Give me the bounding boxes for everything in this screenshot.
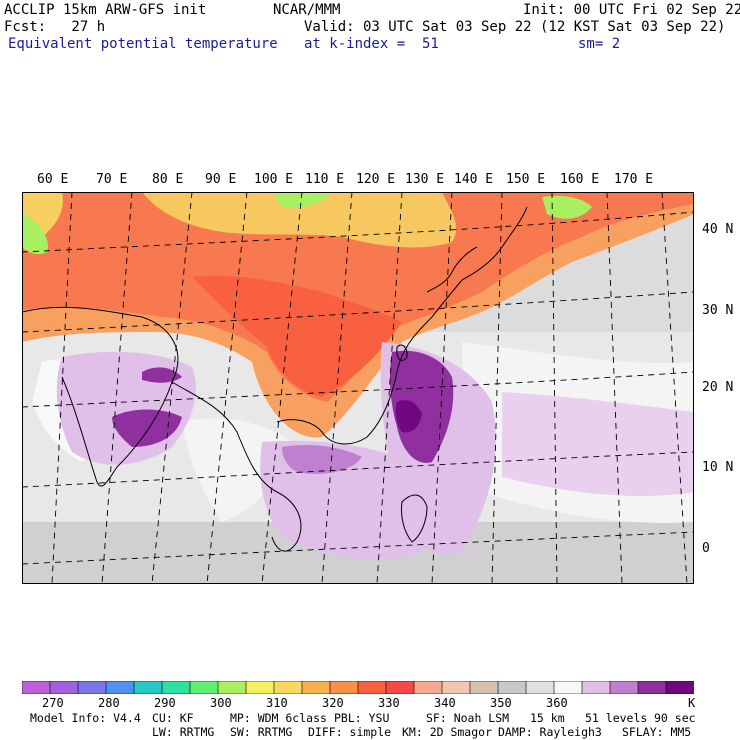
lon-label-140e: 140 E bbox=[454, 172, 494, 187]
lat-label-30n: 30 N bbox=[702, 303, 734, 318]
colorbar-tick-280: 280 bbox=[98, 696, 120, 710]
colorbar-swatch bbox=[301, 681, 331, 694]
bay-of-bengal-max bbox=[112, 409, 182, 447]
sw-scheme: SW: RRTMG bbox=[230, 725, 293, 739]
vertical-levels: 51 levels bbox=[585, 711, 648, 725]
lon-label-110e: 110 E bbox=[305, 172, 345, 187]
colorbar-tick-340: 340 bbox=[434, 696, 456, 710]
colorbar-swatch bbox=[441, 681, 471, 694]
colorbar-swatch bbox=[357, 681, 387, 694]
colorbar-swatch bbox=[553, 681, 583, 694]
theta-e-map bbox=[22, 192, 694, 584]
colorbar-swatch bbox=[189, 681, 219, 694]
level-label: at k-index = 51 bbox=[304, 36, 439, 52]
pbl-scheme: PBL: YSU bbox=[334, 711, 390, 725]
colorbar-swatch bbox=[385, 681, 415, 694]
typhoon-core bbox=[389, 350, 454, 463]
lon-label-150e: 150 E bbox=[506, 172, 546, 187]
colorbar-swatch bbox=[637, 681, 667, 694]
colorbar-unit: K bbox=[688, 696, 696, 710]
damp-scheme: DAMP: Rayleigh3 bbox=[498, 725, 602, 739]
colorbar-swatch bbox=[525, 681, 555, 694]
colorbar-tick-300: 300 bbox=[210, 696, 232, 710]
colorbar-tick-360: 360 bbox=[546, 696, 568, 710]
colorbar-swatch bbox=[245, 681, 275, 694]
colorbar-swatch bbox=[22, 681, 51, 694]
colorbar-swatch bbox=[581, 681, 611, 694]
colorbar-swatch bbox=[49, 681, 79, 694]
sf-scheme: SF: Noah LSM bbox=[426, 711, 510, 725]
lon-label-170e: 170 E bbox=[614, 172, 654, 187]
colorbar-swatch bbox=[273, 681, 303, 694]
model-info: Model Info: V4.4 bbox=[30, 711, 141, 725]
colorbar-swatch bbox=[105, 681, 135, 694]
forecast-hour: Fcst: 27 h bbox=[4, 19, 106, 35]
graticule bbox=[22, 192, 694, 584]
cu-scheme: CU: KF bbox=[152, 711, 194, 725]
map-frame bbox=[22, 192, 694, 584]
colorbar-swatch bbox=[77, 681, 107, 694]
lon-label-70e: 70 E bbox=[96, 172, 128, 187]
colorbar-swatch bbox=[133, 681, 163, 694]
km-scheme: KM: 2D Smagor bbox=[402, 725, 493, 739]
lon-label-130e: 130 E bbox=[405, 172, 445, 187]
lat-label-40n: 40 N bbox=[702, 222, 734, 237]
colorbar-tick-350: 350 bbox=[490, 696, 512, 710]
center-label: NCAR/MMM bbox=[273, 2, 341, 18]
resolution: 15 km bbox=[530, 711, 565, 725]
timestep: 90 sec bbox=[654, 711, 696, 725]
field-name: Equivalent potential temperature bbox=[8, 36, 278, 52]
colorbar-swatch bbox=[161, 681, 191, 694]
colorbar bbox=[22, 681, 694, 694]
valid-time: Valid: 03 UTC Sat 03 Sep 22 (12 KST Sat … bbox=[304, 19, 726, 35]
colorbar-swatch bbox=[413, 681, 443, 694]
colorbar-tick-310: 310 bbox=[266, 696, 288, 710]
lat-label-10n: 10 N bbox=[702, 460, 734, 475]
sflay-scheme: SFLAY: MM5 bbox=[622, 725, 692, 739]
colorbar-swatch bbox=[329, 681, 359, 694]
lw-scheme: LW: RRTMG bbox=[152, 725, 215, 739]
smoothing-label: sm= 2 bbox=[578, 36, 621, 52]
lon-label-80e: 80 E bbox=[152, 172, 184, 187]
coastlines bbox=[22, 206, 528, 552]
lon-label-120e: 120 E bbox=[356, 172, 396, 187]
lon-label-90e: 90 E bbox=[205, 172, 237, 187]
colorbar-swatch bbox=[469, 681, 499, 694]
diff-scheme: DIFF: simple bbox=[308, 725, 392, 739]
lon-label-160e: 160 E bbox=[560, 172, 600, 187]
colorbar-swatch bbox=[217, 681, 247, 694]
model-title: ACCLIP 15km ARW-GFS init bbox=[4, 2, 207, 18]
colorbar-swatch bbox=[665, 681, 694, 694]
mp-scheme: MP: WDM 6class bbox=[230, 711, 327, 725]
lon-label-60e: 60 E bbox=[37, 172, 69, 187]
lat-label-20n: 20 N bbox=[702, 380, 734, 395]
colorbar-tick-270: 270 bbox=[42, 696, 64, 710]
colorbar-tick-320: 320 bbox=[322, 696, 344, 710]
colorbar-tick-330: 330 bbox=[378, 696, 400, 710]
init-time: Init: 00 UTC Fri 02 Sep 22 bbox=[523, 2, 740, 18]
tibet-high-thetae bbox=[192, 275, 402, 397]
colorbar-tick-290: 290 bbox=[154, 696, 176, 710]
colorbar-swatch bbox=[609, 681, 639, 694]
lat-label-equator: 0 bbox=[702, 541, 710, 556]
colorbar-swatch bbox=[497, 681, 527, 694]
lon-label-100e: 100 E bbox=[254, 172, 294, 187]
